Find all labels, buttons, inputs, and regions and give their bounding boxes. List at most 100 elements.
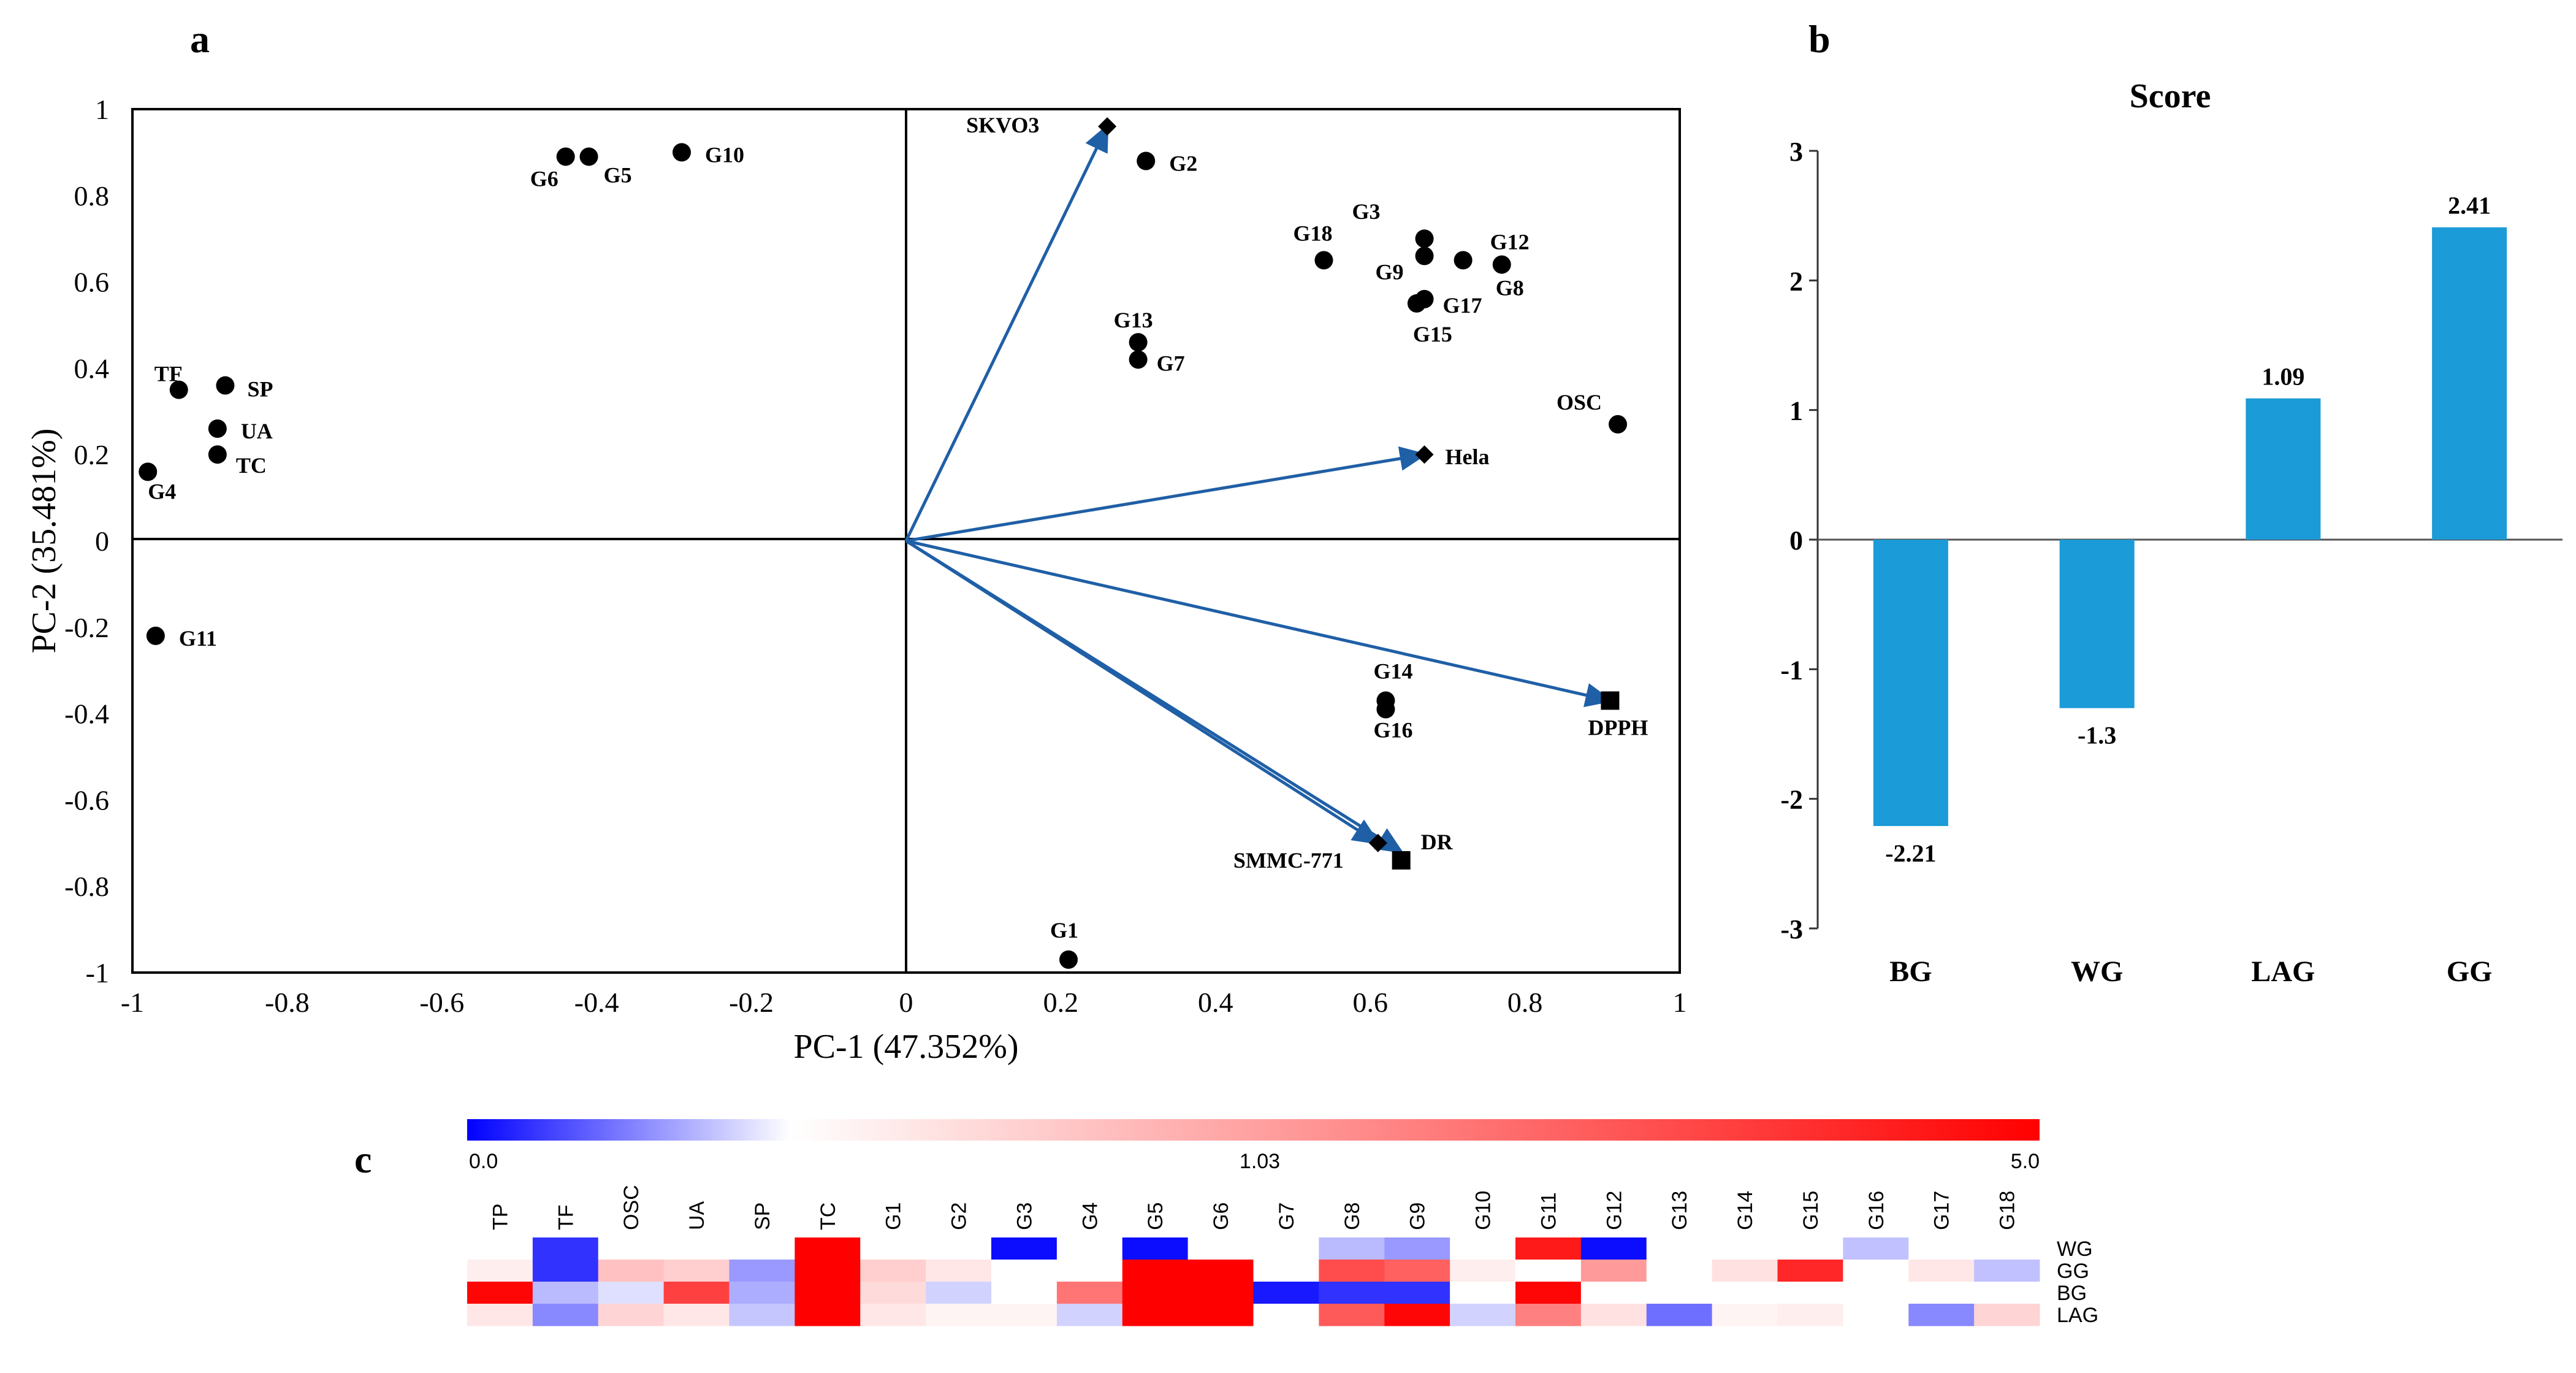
heatmap-cell [1122, 1282, 1189, 1304]
heatmap-cell [1843, 1237, 1909, 1260]
heatmap-column-label: G18 [1996, 1191, 2019, 1230]
heatmap-cell [1580, 1304, 1647, 1326]
heatmap-cell [1712, 1237, 1778, 1260]
heatmap-cell [795, 1304, 861, 1326]
point-label-g6: G6 [530, 166, 558, 191]
colorbar [467, 1119, 2040, 1141]
heatmap-cell [1253, 1260, 1319, 1282]
heatmap-column-label: G4 [1078, 1203, 1102, 1230]
heatmap-cell [1712, 1304, 1778, 1326]
heatmap-cell [860, 1282, 926, 1304]
point-g4 [139, 462, 158, 481]
point-g12 [1454, 251, 1473, 270]
heatmap-cell [1908, 1237, 1975, 1260]
heatmap-cell [1384, 1260, 1450, 1282]
heatmap-cell [1646, 1260, 1713, 1282]
heatmap-cell [1580, 1260, 1647, 1282]
heatmap-cell [1974, 1304, 2040, 1326]
heatmap-cell [795, 1237, 861, 1260]
point-label-sp: SP [247, 377, 273, 402]
pca-y-tick-label: 1 [95, 94, 109, 125]
heatmap-cell [1777, 1282, 1843, 1304]
pca-y-tick-label: 0.4 [74, 353, 110, 384]
point-g8 [1492, 255, 1511, 274]
heatmap-column-label: G17 [1930, 1191, 1954, 1230]
heatmap-cell [467, 1304, 533, 1326]
pca-y-tick-labels: 1 0.8 0.6 0.4 0.2 0 -0.2 -0.4 -0.6 -0.8 -1 [64, 94, 109, 989]
heatmap-cell [1777, 1304, 1843, 1326]
point-label-tf: TF [154, 362, 183, 386]
pca-x-tick-label: 0.2 [1043, 987, 1079, 1018]
heatmap-cell [991, 1237, 1057, 1260]
pca-x-tick-label: 0.8 [1507, 987, 1543, 1018]
heatmap-column-label: G13 [1668, 1191, 1691, 1230]
point-label-g18: G18 [1293, 221, 1332, 245]
pca-x-tick-label: 1 [1673, 987, 1687, 1018]
score-value-label: 1.09 [2262, 363, 2304, 391]
heatmap-cell [1319, 1304, 1385, 1326]
pca-x-axis-title: PC-1 (47.352%) [793, 1028, 1018, 1066]
score-category-label: BG [1889, 955, 1932, 988]
point-label-g5: G5 [604, 163, 632, 187]
heatmap-cell [1319, 1260, 1385, 1282]
score-y-tick-label: 3 [1789, 137, 1803, 167]
heatmap-cell [1908, 1282, 1975, 1304]
pca-y-tick-label: 0.2 [74, 439, 110, 470]
pca-x-tick-label: -1 [121, 987, 144, 1018]
pca-x-tick-label: -0.4 [574, 987, 619, 1018]
heatmap-column-label: G1 [882, 1203, 905, 1230]
heatmap-row-label: BG [2057, 1282, 2087, 1305]
pca-x-tick-label: 0 [899, 987, 913, 1018]
pca-x-tick-label: -0.6 [419, 987, 464, 1018]
heatmap-column-label: TF [554, 1204, 577, 1230]
score-bar-lag [2246, 398, 2321, 540]
point-g11 [146, 626, 165, 645]
heatmap-cell [926, 1304, 992, 1326]
point-label-g2: G2 [1169, 151, 1197, 175]
heatmap-cell [1319, 1237, 1385, 1260]
heatmap-cell [1974, 1237, 2040, 1260]
heatmap-cell [1187, 1304, 1254, 1326]
score-value-label: 2.41 [2448, 192, 2491, 220]
heatmap-column-label: G14 [1734, 1191, 1757, 1230]
score-bar-chart: Score 3 2 1 0 -1 -2 -3 -2.21 BG -1.3 WG 1.09 LAG 2.4… [1780, 77, 2563, 988]
score-category-label: WG [2071, 955, 2123, 988]
point-label-g12: G12 [1490, 229, 1530, 254]
heatmap-cell [860, 1304, 926, 1326]
heatmap-cell [1450, 1304, 1516, 1326]
heatmap-cell [1515, 1282, 1582, 1304]
heatmap-cell [1450, 1282, 1516, 1304]
point-g16 [1376, 700, 1395, 719]
score-y-tick-labels: 3 2 1 0 -1 -2 -3 [1780, 137, 1818, 944]
heatmap-cell [1384, 1237, 1450, 1260]
heatmap-column-label: TC [817, 1203, 840, 1230]
heatmap-cells [467, 1237, 2040, 1326]
heatmap-cell [795, 1260, 861, 1282]
score-y-tick-label: 1 [1789, 396, 1803, 426]
point-g5 [579, 147, 598, 166]
heatmap-cell [860, 1237, 926, 1260]
heatmap-cell [1580, 1282, 1647, 1304]
point-g18 [1314, 251, 1333, 270]
heatmap-cell [532, 1304, 599, 1326]
score-y-tick-label: -2 [1780, 785, 1803, 815]
heatmap-cell [1187, 1282, 1254, 1304]
pca-y-tick-label: -0.4 [64, 698, 109, 730]
point-smmc-771 [1368, 833, 1387, 852]
point-label-tc: TC [236, 453, 267, 478]
heatmap-cell [1187, 1237, 1254, 1260]
pca-y-tick-label: -0.8 [64, 871, 109, 902]
pca-x-tick-labels: -1 -0.8 -0.6 -0.4 -0.2 0 0.2 0.4 0.6 0.8 1 [121, 987, 1687, 1018]
heatmap-cell [598, 1237, 665, 1260]
point-dpph [1601, 691, 1620, 710]
heatmap-column-labels: TP TF OSC UA SP TC G1 G2 G3 G4 G5 G6 G7 G8 G9 G10 G11 G12… [489, 1185, 2019, 1230]
point-label-g10: G10 [705, 142, 744, 167]
heatmap-row-label: GG [2057, 1260, 2089, 1283]
heatmap-cell [991, 1282, 1057, 1304]
heatmap-cell [1253, 1237, 1319, 1260]
heatmap-cell [1580, 1237, 1647, 1260]
point-g15 [1407, 294, 1426, 313]
pca-x-tick-label: 0.4 [1198, 987, 1233, 1018]
